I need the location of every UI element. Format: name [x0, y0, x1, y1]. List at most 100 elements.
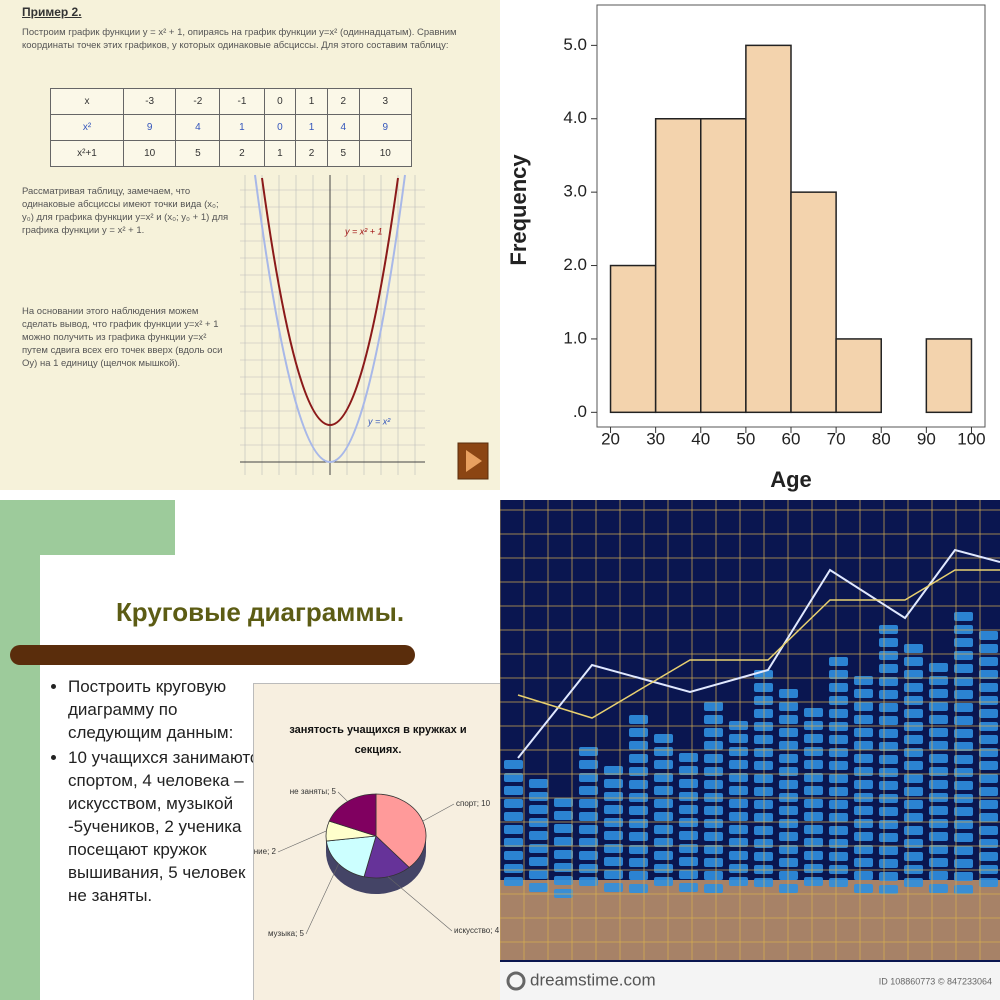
- block: [629, 780, 648, 789]
- pie-title: занятость учащихся в кружках и секциях.: [289, 724, 467, 756]
- bullet: 10 учащихся занимаются спортом, 4 челове…: [68, 746, 268, 907]
- block: [529, 857, 548, 866]
- block: [879, 807, 898, 816]
- block: [829, 748, 848, 757]
- conclusion-text: На основании этого наблюдения можем сдел…: [22, 306, 223, 369]
- block: [854, 780, 873, 789]
- block: [829, 826, 848, 835]
- x-axis-label: Age: [770, 467, 812, 492]
- block: [879, 638, 898, 647]
- watermark-band: [500, 962, 1000, 1000]
- decor: [0, 500, 40, 1000]
- block: [704, 780, 723, 789]
- block: [979, 657, 998, 666]
- block: [629, 806, 648, 815]
- block: [879, 872, 898, 881]
- block: [904, 852, 923, 861]
- block: [579, 864, 598, 873]
- block: [954, 729, 973, 738]
- block: [729, 773, 748, 782]
- block: [879, 885, 898, 894]
- table-cell: 2: [326, 88, 360, 115]
- pie-title-box: занятость учащихся в кружках и секциях.: [289, 724, 467, 756]
- block: [704, 702, 723, 711]
- block: [604, 857, 623, 866]
- block: [904, 761, 923, 770]
- block: [579, 786, 598, 795]
- block: [979, 735, 998, 744]
- pie-slice: [375, 793, 427, 868]
- intro-text: Построим график функции y = x² + 1, опир…: [22, 27, 457, 51]
- block: [704, 845, 723, 854]
- block: [654, 812, 673, 821]
- y-tick-label: 4.0: [563, 108, 587, 127]
- block: [679, 870, 698, 879]
- x-tick-label: 30: [646, 429, 665, 448]
- block: [929, 858, 948, 867]
- block: [954, 768, 973, 777]
- block: [804, 877, 823, 886]
- block: [804, 838, 823, 847]
- block: [954, 742, 973, 751]
- block: [729, 734, 748, 743]
- block: [929, 819, 948, 828]
- block: [529, 831, 548, 840]
- block: [829, 761, 848, 770]
- block: [529, 844, 548, 853]
- block: [504, 825, 523, 834]
- block: [729, 864, 748, 873]
- block: [929, 689, 948, 698]
- histogram-panel: .0 1.0 2.0 3.0 4.0 5.0 20 30 40 50 60 70 80 90 100 Age F…: [500, 0, 1000, 500]
- block: [654, 786, 673, 795]
- block: [554, 863, 573, 872]
- block: [654, 864, 673, 873]
- block: [854, 689, 873, 698]
- block: [704, 806, 723, 815]
- block: [704, 884, 723, 893]
- block: [504, 773, 523, 782]
- block: [904, 787, 923, 796]
- block: [954, 612, 973, 621]
- block: [729, 760, 748, 769]
- block: [879, 820, 898, 829]
- leader-line: [422, 803, 455, 822]
- block: [979, 683, 998, 692]
- block: [529, 779, 548, 788]
- block: [554, 798, 573, 807]
- bar: [790, 191, 837, 414]
- pie-slice: [363, 835, 410, 879]
- slice-label: не заняты; 5: [290, 787, 337, 796]
- block: [604, 779, 623, 788]
- block: [879, 859, 898, 868]
- block: [929, 702, 948, 711]
- block: [829, 774, 848, 783]
- block: [979, 709, 998, 718]
- table-cell: -3: [122, 88, 177, 115]
- block: [654, 877, 673, 886]
- bar: [925, 338, 973, 414]
- block: [904, 670, 923, 679]
- table-row: x²+1 10 5 2 1 2 5 10: [50, 140, 413, 167]
- trend-line: [517, 569, 1000, 719]
- block: [629, 728, 648, 737]
- block: [879, 833, 898, 842]
- table-cell: 5: [175, 140, 221, 167]
- block: [879, 768, 898, 777]
- block: [529, 870, 548, 879]
- table-cell: 1: [295, 114, 328, 141]
- block: [729, 812, 748, 821]
- stock-graphic: dreamstime.com ID 108860773 © 847233064: [500, 500, 1000, 1000]
- block: [929, 728, 948, 737]
- block: [979, 670, 998, 679]
- x-tick-label: 40: [691, 429, 710, 448]
- block: [979, 787, 998, 796]
- watermark-logo: [506, 971, 526, 991]
- block: [879, 846, 898, 855]
- function-slide: Пример 2. Построим график функции y = x²…: [0, 0, 500, 490]
- block: [654, 799, 673, 808]
- divider: [10, 645, 415, 665]
- block: [979, 852, 998, 861]
- block: [729, 825, 748, 834]
- block: [854, 741, 873, 750]
- bar: [609, 264, 657, 414]
